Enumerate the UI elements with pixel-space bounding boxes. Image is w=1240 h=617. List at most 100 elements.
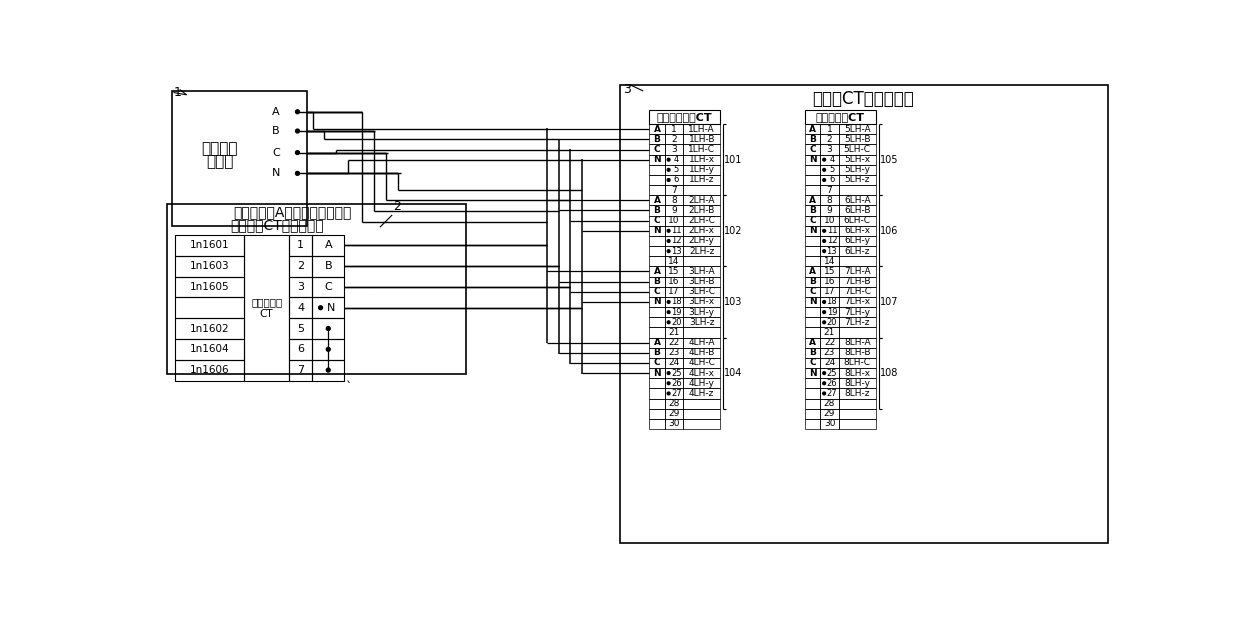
Bar [665, 307, 683, 317]
Text: C: C [653, 145, 661, 154]
Bar [650, 276, 665, 287]
Text: B: B [325, 261, 332, 271]
Bar [650, 124, 665, 135]
Text: 10: 10 [668, 216, 680, 225]
Text: 发电机中性点CT: 发电机中性点CT [657, 112, 713, 122]
Bar [805, 419, 821, 429]
Bar [805, 135, 821, 144]
Text: 3: 3 [671, 145, 677, 154]
Text: 4LH-C: 4LH-C [688, 358, 715, 368]
Bar [838, 348, 875, 358]
Bar [805, 185, 821, 195]
Text: 6LH-y: 6LH-y [844, 236, 870, 246]
Bar [650, 328, 665, 337]
Text: 8LH-B: 8LH-B [844, 348, 870, 357]
Text: 11: 11 [827, 226, 837, 235]
Bar [838, 388, 875, 399]
Text: A: A [808, 338, 816, 347]
Bar [650, 165, 665, 175]
Bar [650, 358, 665, 368]
Text: 7LH-y: 7LH-y [844, 308, 870, 317]
Text: 5LH-y: 5LH-y [844, 165, 870, 175]
Bar [665, 337, 683, 348]
Text: 发电机CT本体端子箱: 发电机CT本体端子箱 [812, 89, 914, 108]
Text: 1: 1 [827, 125, 832, 134]
Bar [805, 408, 821, 419]
Bar [838, 175, 875, 185]
Bar [665, 256, 683, 267]
Text: 发电机机端
CT: 发电机机端 CT [250, 297, 283, 318]
Bar [805, 110, 875, 124]
Bar [167, 204, 466, 373]
Bar [650, 110, 720, 124]
Text: N: N [808, 155, 816, 164]
Text: 8: 8 [671, 196, 677, 205]
Bar [665, 358, 683, 368]
Text: 102: 102 [724, 226, 743, 236]
Bar [683, 205, 720, 215]
Text: 5LH-C: 5LH-C [843, 145, 870, 154]
Bar [805, 267, 821, 276]
Bar [838, 378, 875, 388]
Bar [838, 399, 875, 408]
Text: B: B [653, 135, 661, 144]
Bar [650, 246, 665, 256]
Bar [805, 205, 821, 215]
Text: 7: 7 [298, 365, 304, 375]
Bar [650, 307, 665, 317]
Bar [312, 235, 345, 256]
Bar [665, 378, 683, 388]
Bar [821, 317, 838, 328]
Bar [665, 246, 683, 256]
Text: 23: 23 [668, 348, 680, 357]
Circle shape [295, 110, 299, 114]
Text: 16: 16 [668, 277, 680, 286]
Bar [821, 226, 838, 236]
Text: 13: 13 [827, 247, 837, 255]
Bar [650, 297, 665, 307]
Text: 20: 20 [671, 318, 682, 327]
Bar [244, 235, 289, 381]
Bar [683, 368, 720, 378]
Text: 5LH-B: 5LH-B [844, 135, 870, 144]
Text: 106: 106 [879, 226, 898, 236]
Bar [805, 124, 821, 135]
Text: 28: 28 [823, 399, 836, 408]
Bar [665, 297, 683, 307]
Bar [805, 246, 821, 256]
Text: 6: 6 [298, 344, 304, 354]
Text: 17: 17 [823, 288, 836, 296]
Bar [821, 287, 838, 297]
Bar [805, 165, 821, 175]
Bar [650, 175, 665, 185]
Text: 29: 29 [668, 409, 680, 418]
Circle shape [667, 311, 670, 313]
Bar [838, 358, 875, 368]
Bar [665, 135, 683, 144]
Text: C: C [810, 216, 816, 225]
Text: 104: 104 [724, 368, 743, 378]
Circle shape [295, 172, 299, 175]
Text: 2LH-A: 2LH-A [688, 196, 715, 205]
Text: 16: 16 [823, 277, 836, 286]
Circle shape [667, 321, 670, 324]
Text: B: B [810, 135, 816, 144]
Bar [683, 267, 720, 276]
Bar [665, 328, 683, 337]
Bar [650, 144, 665, 155]
Text: 15: 15 [823, 267, 836, 276]
Bar [665, 368, 683, 378]
Text: 22: 22 [668, 338, 680, 347]
Text: 15: 15 [668, 267, 680, 276]
Text: 13: 13 [671, 247, 682, 255]
Bar [312, 339, 345, 360]
Bar [665, 287, 683, 297]
Text: 2LH-y: 2LH-y [688, 236, 714, 246]
Bar [665, 267, 683, 276]
Bar [650, 408, 665, 419]
Bar [821, 408, 838, 419]
Bar [665, 236, 683, 246]
Text: 3: 3 [624, 83, 631, 96]
Text: 17: 17 [668, 288, 680, 296]
Text: B: B [272, 126, 280, 136]
